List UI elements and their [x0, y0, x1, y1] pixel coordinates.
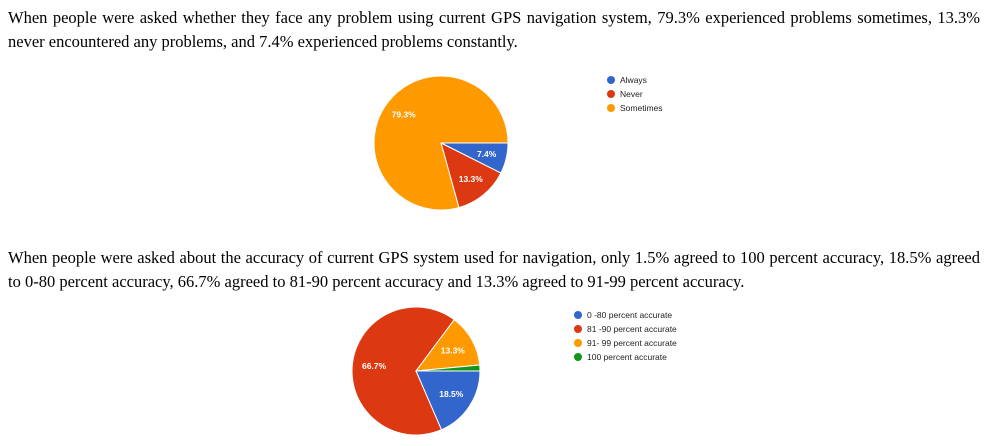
legend-swatch-icon	[574, 353, 582, 361]
legend-label: Never	[620, 89, 643, 99]
slice-data-label: 13.3%	[441, 345, 466, 355]
pie-slice-1-2	[440, 142, 502, 209]
slice-data-label: 79.3%	[392, 110, 417, 120]
legend-label: Always	[620, 75, 647, 85]
legend-swatch-icon	[574, 325, 582, 333]
pie-chart-accuracy: 18.5% 66.7% 13.3% 0 -80 percent accurate 81 …	[351, 306, 677, 436]
legend-swatch-icon	[607, 76, 615, 84]
legend-label: 91- 99 percent accurate	[587, 338, 677, 348]
legend-label: 81 -90 percent accurate	[587, 324, 677, 334]
slice-data-label: 7.4%	[477, 149, 497, 159]
pie-chart-problems: 7.4% 13.3% 79.3% Always Never Sometimes	[373, 75, 663, 211]
slice-data-label: 66.7%	[362, 361, 387, 371]
pie-slice-2-3	[414, 318, 481, 372]
pie-slice-1-3	[373, 75, 509, 211]
legend-swatch-icon	[574, 311, 582, 319]
pie-slice-2-4	[415, 364, 481, 372]
legend-swatch-icon	[607, 104, 615, 112]
paragraph-problems: When people were asked whether they face…	[8, 8, 980, 51]
pie-slice-2-1	[415, 370, 481, 431]
pie-slice-2-2	[351, 306, 455, 436]
legend-label: 100 percent accurate	[587, 352, 667, 362]
legend-label: Sometimes	[620, 103, 663, 113]
legend-swatch-icon	[607, 90, 615, 98]
slice-data-label: 13.3%	[459, 174, 484, 184]
slice-data-label: 18.5%	[439, 389, 464, 399]
paragraph-accuracy: When people were asked about the accurac…	[8, 248, 980, 291]
legend-label: 0 -80 percent accurate	[587, 310, 672, 320]
legend-swatch-icon	[574, 339, 582, 347]
